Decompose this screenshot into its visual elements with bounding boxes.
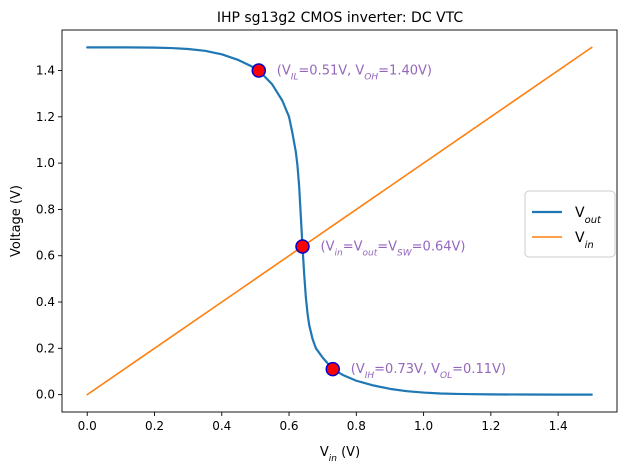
series-line-vin bbox=[86, 46, 593, 396]
y-axis-label: Voltage (V) bbox=[9, 185, 24, 257]
y-axis-ticks: 0.0 0.2 0.4 0.6 0.8 1.0 1.2 1.4 bbox=[36, 64, 62, 402]
x-tick-label: 0.8 bbox=[347, 419, 366, 433]
y-tick-label: 0.6 bbox=[36, 249, 55, 263]
chart-title: IHP sg13g2 CMOS inverter: DC VTC bbox=[217, 10, 464, 26]
annotation-label-3: (VIH=0.73V, VOL=0.11V) bbox=[351, 362, 506, 381]
x-tick-label: 1.0 bbox=[414, 419, 433, 433]
legend: Vout Vin bbox=[524, 190, 616, 258]
operating-point-marker-1 bbox=[251, 63, 267, 78]
x-axis-label: Vin (V) bbox=[320, 445, 360, 464]
y-tick-label: 1.2 bbox=[36, 110, 55, 124]
x-tick-label: 0.6 bbox=[279, 419, 298, 433]
y-tick-label: 0.8 bbox=[36, 202, 55, 216]
operating-point-marker-2 bbox=[295, 239, 310, 254]
axes-frame bbox=[61, 29, 618, 413]
plot-markers bbox=[251, 63, 341, 377]
x-axis-ticks: 0.0 0.2 0.4 0.6 0.8 1.0 1.2 1.4 bbox=[78, 412, 568, 433]
y-tick-label: 1.0 bbox=[36, 156, 55, 170]
operating-point-marker-3 bbox=[325, 361, 341, 377]
annotation-label-1: (VIL=0.51V, VOH=1.40V) bbox=[277, 64, 432, 83]
plot-series bbox=[86, 46, 593, 396]
legend-box bbox=[524, 190, 616, 258]
x-tick-label: 0.2 bbox=[145, 419, 164, 433]
x-tick-label: 0.4 bbox=[212, 419, 231, 433]
annotation-label-2: (Vin=Vout=VSW=0.64V) bbox=[321, 239, 466, 258]
y-tick-label: 0.2 bbox=[36, 341, 55, 355]
x-tick-label: 1.4 bbox=[549, 419, 568, 433]
y-tick-label: 0.4 bbox=[36, 295, 55, 309]
x-tick-label: 0.0 bbox=[78, 419, 97, 433]
y-tick-label: 1.4 bbox=[36, 64, 55, 78]
series-line-vout bbox=[86, 46, 593, 396]
plot-annotations: (VIL=0.51V, VOH=1.40V) (Vin=Vout=VSW=0.64… bbox=[277, 64, 506, 382]
y-tick-label: 0.0 bbox=[36, 388, 55, 402]
x-tick-label: 1.2 bbox=[481, 419, 500, 433]
legend-label-vin: Vin bbox=[575, 230, 594, 251]
legend-label-vout: Vout bbox=[575, 205, 602, 226]
